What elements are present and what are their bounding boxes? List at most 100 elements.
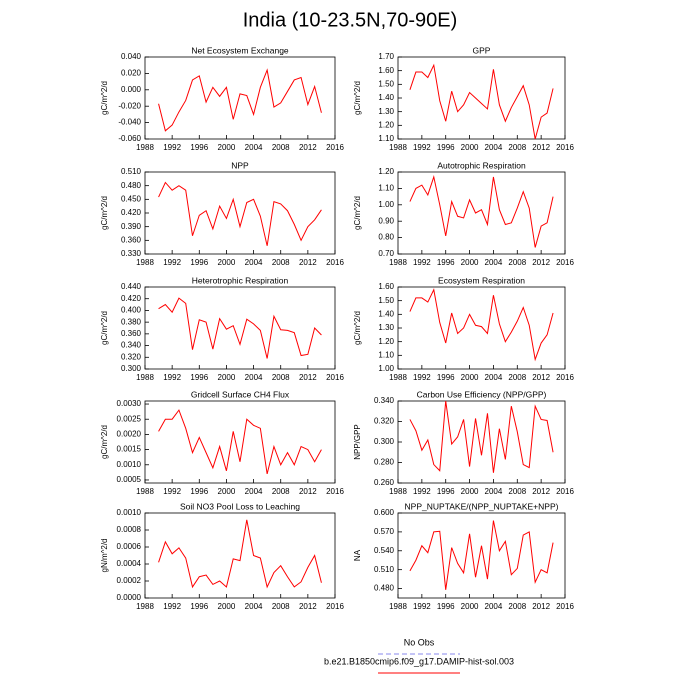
y-tick-label: 1.40 [378, 309, 394, 318]
x-tick-label: 2000 [461, 143, 479, 152]
plot-frame [144, 171, 336, 255]
y-tick-label: 1.30 [378, 323, 394, 332]
y-axis-label: NA [353, 549, 362, 561]
x-tick-label: 2016 [556, 487, 574, 496]
y-tick-label: 0.70 [378, 249, 394, 258]
y-tick-label: -0.020 [118, 101, 141, 110]
y-tick-label: 0.0020 [117, 430, 142, 439]
series-line [158, 181, 322, 246]
x-tick-label: 2016 [326, 373, 344, 382]
x-tick-label: 2004 [485, 258, 503, 267]
y-tick-label: 0.300 [121, 364, 142, 373]
y-tick-label: 0.0025 [117, 414, 142, 423]
x-tick-label: 1996 [190, 487, 208, 496]
y-tick-label: 0.540 [374, 546, 395, 555]
y-tick-label: 0.0008 [117, 525, 142, 534]
figure-title: India (10-23.5N,70-90E) [243, 9, 458, 31]
y-tick-label: 0.0010 [117, 508, 142, 517]
y-axis-label: gC/m^2/d [353, 81, 362, 115]
y-tick-label: 0.0005 [117, 475, 142, 484]
y-tick-label: 1.00 [378, 200, 394, 209]
x-tick-label: 2000 [461, 487, 479, 496]
x-tick-label: 2016 [556, 258, 574, 267]
x-tick-label: 2008 [508, 143, 526, 152]
x-tick-label: 1996 [437, 258, 455, 267]
x-tick-label: 2004 [485, 143, 503, 152]
x-tick-label: 1996 [190, 602, 208, 611]
y-tick-label: 0.420 [121, 208, 142, 217]
x-tick-label: 2016 [326, 143, 344, 152]
x-tick-label: 1992 [163, 487, 181, 496]
y-tick-label: 1.20 [378, 120, 394, 129]
y-tick-label: 0.360 [121, 329, 142, 338]
x-tick-label: 2008 [508, 602, 526, 611]
x-tick-label: 2000 [218, 487, 236, 496]
series-line [409, 400, 554, 473]
x-tick-label: 2008 [272, 373, 290, 382]
x-tick-label: 1988 [389, 143, 407, 152]
x-tick-label: 2000 [461, 258, 479, 267]
y-tick-label: 1.10 [378, 184, 394, 193]
plot-frame [144, 400, 336, 484]
panel-title: Carbon Use Efficiency (NPP/GPP) [417, 389, 547, 399]
y-tick-label: 1.00 [378, 364, 394, 373]
y-tick-label: 1.30 [378, 107, 394, 116]
x-tick-label: 1992 [413, 143, 431, 152]
y-tick-label: 1.40 [378, 93, 394, 102]
x-tick-label: 2008 [272, 258, 290, 267]
series-line [158, 519, 322, 589]
x-tick-label: 2016 [326, 258, 344, 267]
y-tick-label: 0.320 [374, 417, 395, 426]
x-tick-label: 1992 [163, 373, 181, 382]
x-tick-label: 2000 [218, 258, 236, 267]
x-tick-label: 2016 [556, 143, 574, 152]
x-tick-label: 2008 [272, 487, 290, 496]
y-tick-label: 0.260 [374, 478, 395, 487]
x-tick-label: 1992 [163, 143, 181, 152]
y-tick-label: 0.0002 [117, 576, 142, 585]
y-tick-label: 0.400 [121, 306, 142, 315]
y-axis-label: gC/m^2/d [100, 425, 109, 459]
x-tick-label: 2016 [326, 602, 344, 611]
y-axis-label: gC/m^2/d [100, 81, 109, 115]
y-tick-label: 0.360 [121, 235, 142, 244]
x-tick-label: 2008 [508, 258, 526, 267]
plot-frame [144, 512, 336, 599]
series-line [409, 288, 554, 362]
y-tick-label: 0.510 [374, 565, 395, 574]
panel-title: Gridcell Surface CH4 Flux [191, 389, 290, 399]
x-tick-label: 2012 [532, 487, 550, 496]
y-tick-label: 1.60 [378, 66, 394, 75]
y-tick-label: 0.280 [374, 458, 395, 467]
x-tick-label: 2012 [532, 143, 550, 152]
x-tick-label: 1988 [389, 487, 407, 496]
legend-label: No Obs [404, 637, 435, 647]
y-tick-label: 0.0006 [117, 542, 142, 551]
x-tick-label: 1992 [413, 602, 431, 611]
series-line [409, 63, 554, 140]
x-tick-label: 2000 [461, 373, 479, 382]
y-tick-label: 1.60 [378, 282, 394, 291]
y-tick-label: 0.0000 [117, 593, 142, 602]
x-tick-label: 2012 [299, 143, 317, 152]
y-tick-label: 0.390 [121, 222, 142, 231]
x-tick-label: 2004 [245, 487, 263, 496]
y-tick-label: 0.480 [374, 584, 395, 593]
y-axis-label: NPP/GPP [353, 424, 362, 460]
x-tick-label: 1988 [136, 373, 154, 382]
plot-frame [397, 56, 566, 140]
x-tick-label: 1988 [136, 487, 154, 496]
x-tick-label: 2004 [245, 143, 263, 152]
y-tick-label: 0.440 [121, 282, 142, 291]
x-tick-label: 1992 [163, 602, 181, 611]
y-axis-label: gC/m^2/d [100, 196, 109, 230]
x-tick-label: 2012 [299, 373, 317, 382]
x-tick-label: 2000 [461, 602, 479, 611]
y-axis-label: gN/m^2/d [100, 539, 109, 573]
y-tick-label: -0.040 [118, 118, 141, 127]
series-line [409, 520, 554, 590]
series-line [409, 175, 554, 248]
x-tick-label: 1992 [413, 487, 431, 496]
x-tick-label: 2008 [272, 602, 290, 611]
